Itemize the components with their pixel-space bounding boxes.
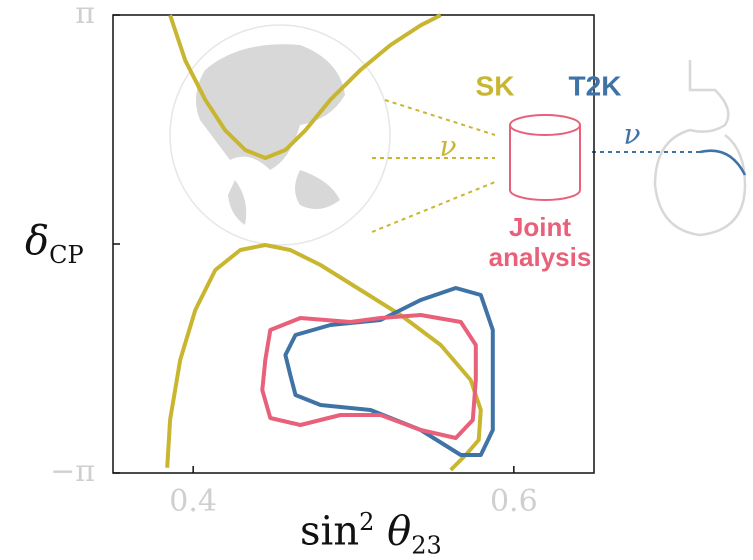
detector-t2k [655, 60, 745, 235]
detector-sk [510, 115, 580, 200]
y-label-sub: CP [49, 241, 84, 269]
y-label-symbol: δ [25, 218, 49, 264]
x-tick-label: 0.4 [169, 484, 217, 519]
chart: 0.40.6−ππSKT2Kνν [0, 0, 753, 560]
annotation: ν [439, 130, 456, 163]
x-label-sub: 23 [411, 531, 442, 559]
legend-joint: Joint analysis [470, 212, 610, 272]
y-tick-label: π [75, 0, 95, 31]
legend-label: SK [476, 70, 515, 101]
page: 0.40.6−ππSKT2Kνν Joint analysis sin2 θ23… [0, 0, 753, 560]
annotation: ν [623, 118, 640, 151]
x-label-base: sin [300, 508, 359, 554]
y-tick-label: −π [50, 454, 95, 489]
x-label-symbol: θ [387, 508, 411, 554]
legend-label: T2K [569, 70, 622, 101]
y-axis-label: δCP [25, 218, 84, 269]
x-label-sup: 2 [359, 508, 374, 536]
x-axis-label: sin2 θ23 [300, 508, 442, 559]
x-tick-label: 0.6 [490, 484, 538, 519]
globe [170, 25, 390, 245]
